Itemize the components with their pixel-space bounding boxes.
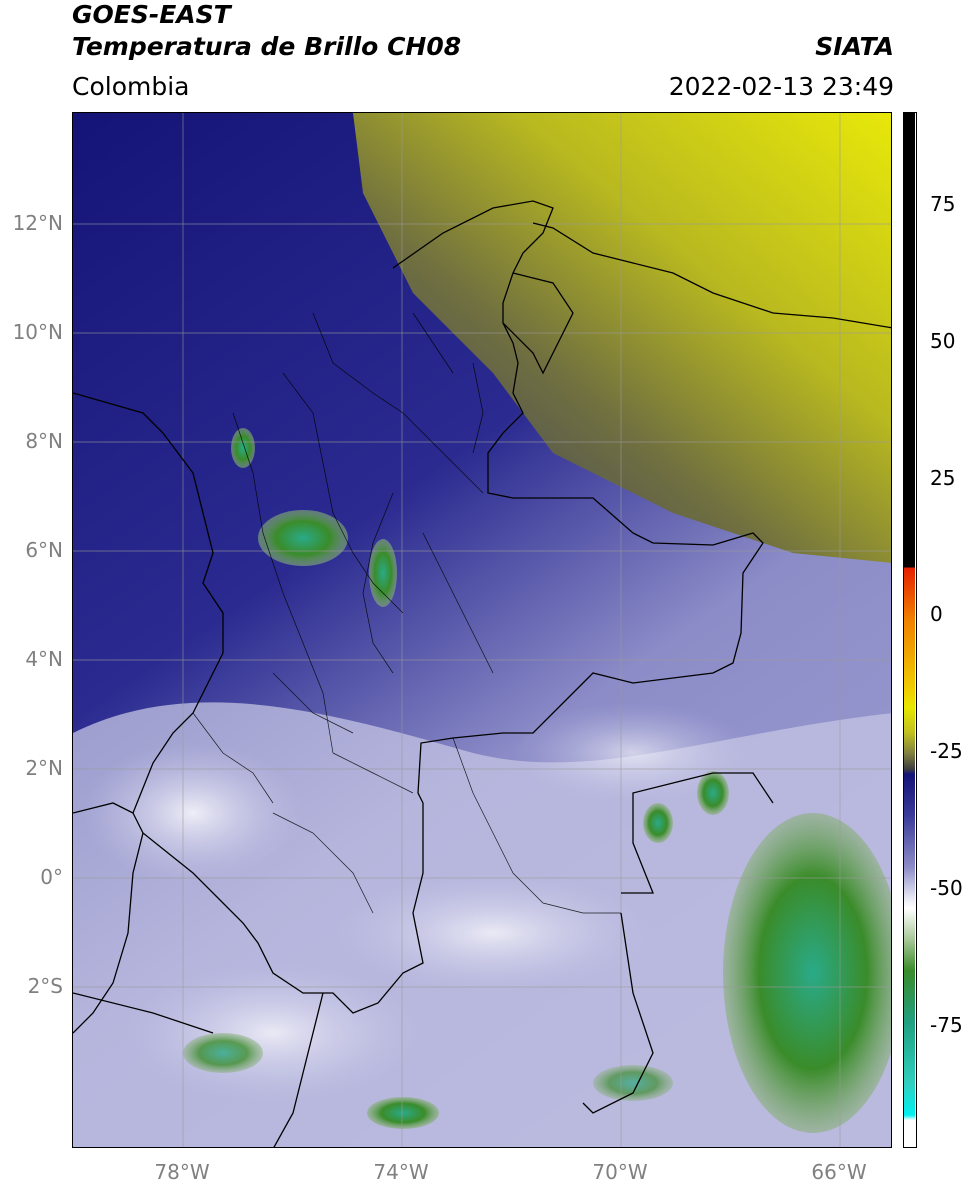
region-label: Colombia [72,72,190,101]
lat-label-2n: 2°N [25,756,63,780]
department-boundaries [192,312,621,914]
lat-label-4n: 4°N [25,647,63,671]
colorbar-tick-50: 50 [930,329,956,353]
convective-cell-east [723,813,891,1133]
colorbar-gradient [904,113,915,1146]
lat-label-0: 0° [40,865,63,889]
colorbar [903,112,917,1148]
colorbar-tick-0: 0 [930,602,943,626]
colorbar-tick-minus25: -25 [930,739,963,763]
borders [73,200,891,1147]
lat-label-10n: 10°N [12,320,63,344]
graticule [73,113,891,1147]
lon-label-66w: 66°W [811,1160,867,1184]
convective-cell [258,510,348,566]
colorbar-tick-minus50: -50 [930,876,963,900]
lat-label-6n: 6°N [25,538,63,562]
satellite-title: GOES-EAST [72,0,231,29]
organization-label: SIATA [815,32,894,61]
satellite-map [73,113,891,1147]
colorbar-tick-minus75: -75 [930,1013,963,1037]
warm-dry-region [353,113,891,563]
lon-label-70w: 70°W [592,1160,648,1184]
lat-label-8n: 8°N [25,429,63,453]
lon-label-74w: 74°W [373,1160,429,1184]
lat-label-12n: 12°N [12,211,63,235]
datetime-label: 2022-02-13 23:49 [668,72,894,101]
colorbar-tick-75: 75 [930,192,956,216]
product-title: Temperatura de Brillo CH08 [72,32,462,61]
map-panel[interactable] [72,112,892,1148]
lon-label-78w: 78°W [154,1160,210,1184]
lat-label-2s: 2°S [27,974,63,998]
colorbar-tick-25: 25 [930,466,956,490]
